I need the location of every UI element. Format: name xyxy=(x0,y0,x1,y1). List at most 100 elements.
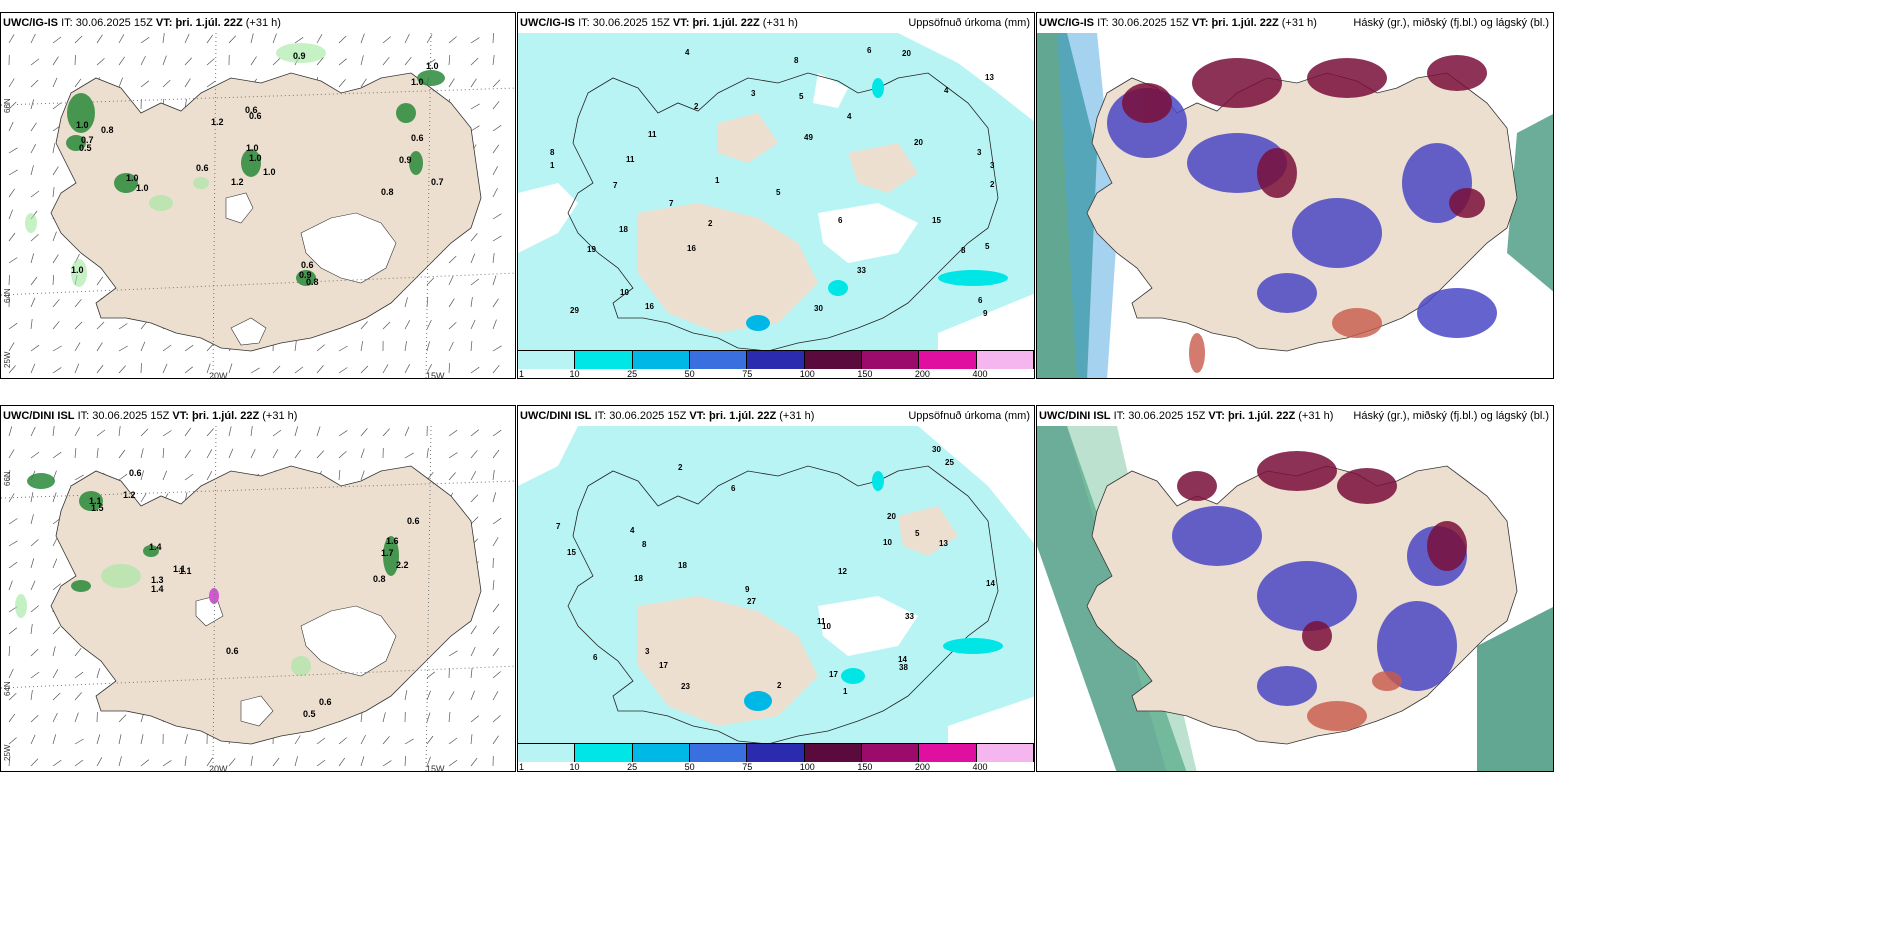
wind-barb xyxy=(316,344,325,352)
wind-barb xyxy=(250,33,254,44)
precip-value: 1 xyxy=(843,687,848,696)
wind-barb xyxy=(338,757,346,767)
wind-barb xyxy=(184,78,191,88)
lat-label-64n: 64N xyxy=(3,681,12,696)
wind-barb xyxy=(470,625,477,635)
wind-barb xyxy=(470,668,473,679)
wind-barb xyxy=(294,756,298,767)
wind-value-label: 0.9 xyxy=(299,270,312,280)
wind-barb xyxy=(74,427,81,437)
wind-barb xyxy=(8,449,15,459)
wind-barb xyxy=(404,364,411,374)
wind-barb xyxy=(492,79,501,88)
lat-label-64n: 64N xyxy=(3,288,12,303)
wind-barb xyxy=(118,714,127,723)
precip-value: 30 xyxy=(932,445,941,454)
wind-barb xyxy=(52,299,60,308)
panel-precip-igis: UWC/IG-IS IT: 30.06.2025 15Z VT: þri. 1.… xyxy=(517,12,1035,379)
wind-barb xyxy=(294,37,304,44)
wind-barb xyxy=(360,448,365,459)
wind-barb xyxy=(206,80,216,88)
lon-label-15w: 15W xyxy=(426,371,445,379)
wind-value-label: 0.8 xyxy=(381,187,394,197)
precip-value: 12 xyxy=(838,567,847,576)
precip-value: 20 xyxy=(914,138,923,147)
precip-value: 1 xyxy=(550,161,555,170)
precip-blobs xyxy=(66,70,445,286)
colorbar-swatch xyxy=(747,351,805,369)
wind-barb xyxy=(316,34,323,44)
wind-barb xyxy=(470,690,475,701)
wind-value-label: 1.3 xyxy=(151,575,164,585)
precip-value: 8 xyxy=(642,540,647,549)
wind-barb xyxy=(426,341,430,352)
precip-colorbar: 1 10 25 50 75 100 150 200 400 xyxy=(518,743,1034,771)
wind-barb xyxy=(492,470,495,481)
wind-barb xyxy=(448,321,457,330)
wind-value-label: 1.2 xyxy=(231,177,244,187)
wind-barb xyxy=(52,451,62,459)
wind-barb xyxy=(52,536,58,547)
precip-value: 18 xyxy=(619,225,628,234)
wind-barb xyxy=(8,274,10,286)
precip-value: 17 xyxy=(829,670,838,679)
wind-value-label: 0.6 xyxy=(196,163,209,173)
wind-barb xyxy=(206,34,214,44)
wind-barb xyxy=(382,712,386,723)
precip-value: 18 xyxy=(678,561,687,570)
precip-value: 10 xyxy=(620,288,629,297)
wind-barb xyxy=(162,55,167,66)
wind-barb xyxy=(492,275,497,286)
wind-barb xyxy=(52,231,57,242)
wind-barb xyxy=(294,735,301,745)
wind-barb xyxy=(206,449,213,459)
lat-label-66n: 66N xyxy=(3,471,12,486)
wind-barb xyxy=(492,603,500,613)
lon-label-20w: 20W xyxy=(209,764,228,772)
precip-value: 4 xyxy=(944,86,949,95)
colorbar-swatch xyxy=(575,351,633,369)
wind-barb xyxy=(30,165,34,176)
wind-barb xyxy=(272,429,282,437)
wind-barb xyxy=(470,340,473,352)
wind-barb xyxy=(492,253,495,264)
wind-barb xyxy=(360,321,368,330)
precip-value: 20 xyxy=(902,49,911,58)
wind-barb xyxy=(492,449,500,459)
precip-value: 14 xyxy=(898,655,907,664)
wind-barb xyxy=(30,190,40,198)
wind-barb xyxy=(492,33,494,44)
wind-barb xyxy=(8,668,14,679)
precip-value: 7 xyxy=(613,181,618,190)
wind-barb xyxy=(492,144,500,154)
wind-barb xyxy=(118,77,123,88)
panel-wind-igis: UWC/IG-IS IT: 30.06.2025 15Z VT: þri. 1.… xyxy=(0,12,516,379)
wind-value-label: 1.0 xyxy=(426,61,439,71)
wind-barb xyxy=(140,80,150,88)
wind-barb xyxy=(8,147,18,154)
wind-barb xyxy=(8,540,18,547)
wind-labels: 0.91.01.00.61.20.60.81.00.70.5 1.01.01.20… xyxy=(71,51,444,287)
wind-barb xyxy=(140,759,150,767)
wind-barb xyxy=(316,365,324,374)
wind-barb xyxy=(52,367,62,374)
wind-value-label: 0.5 xyxy=(303,709,316,719)
precip-value: 25 xyxy=(945,458,954,467)
wind-barb xyxy=(360,734,366,745)
wind-barb xyxy=(470,734,473,745)
precip-value: 33 xyxy=(905,612,914,621)
wind-barb xyxy=(470,715,480,723)
wind-barb xyxy=(162,363,168,374)
colorbar-swatch xyxy=(689,744,748,762)
colorbar-swatch xyxy=(861,744,920,762)
panel-cloud-dini: UWC/DINI ISL IT: 30.06.2025 15Z VT: þri.… xyxy=(1036,405,1554,772)
wind-barb xyxy=(74,447,77,459)
wind-barb xyxy=(8,580,13,591)
wind-barb xyxy=(206,343,214,352)
precip-value: 49 xyxy=(804,133,813,142)
wind-barb xyxy=(448,298,455,308)
wind-barb xyxy=(360,78,367,88)
wind-barb xyxy=(96,34,103,44)
wind-barb xyxy=(250,756,253,767)
